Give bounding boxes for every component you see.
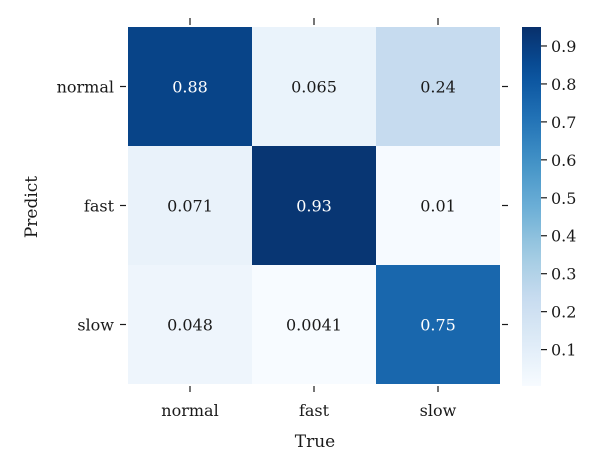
colorbar-tick-label: 0.8 <box>551 75 576 94</box>
cell-value-label: 0.065 <box>291 78 337 97</box>
heatmap-cell <box>252 265 376 384</box>
colorbar-tick-label: 0.7 <box>551 113 576 132</box>
heatmap-cell <box>376 27 500 146</box>
colorbar: 0.1 0.2 0.3 0.4 0.5 0.6 0.7 0.8 0.9 <box>522 27 576 386</box>
cell-value-label: 0.048 <box>167 316 213 335</box>
heatmap-cell <box>128 265 252 384</box>
cell-value-label: 0.88 <box>172 78 208 97</box>
colorbar-tick-label: 0.5 <box>551 189 576 208</box>
x-tick-label: slow <box>420 401 457 420</box>
cell-value-label: 0.75 <box>420 316 456 335</box>
colorbar-tick-label: 0.4 <box>551 227 576 246</box>
x-tick-label: normal <box>161 401 218 420</box>
colorbar-tick-label: 0.2 <box>551 303 576 322</box>
colorbar-gradient <box>522 27 541 386</box>
cell-value-label: 0.0041 <box>286 316 342 335</box>
heatmap-cell <box>252 146 376 265</box>
x-axis-title: True <box>295 432 335 452</box>
colorbar-tick-label: 0.1 <box>551 341 576 360</box>
heatmap-cell <box>376 265 500 384</box>
y-tick-label: normal <box>57 78 114 97</box>
heatmap-axes: normal fast slow normal fast slow <box>57 18 508 420</box>
heatmap-cell <box>252 27 376 146</box>
cell-value-label: 0.93 <box>296 197 332 216</box>
y-axis-title: Predict <box>22 176 42 238</box>
heatmap-cell <box>128 146 252 265</box>
heatmap-cell-labels: 0.88 0.065 0.24 0.071 0.93 0.01 0.048 0.0041 0.7… <box>167 78 456 335</box>
colorbar-tick-label: 0.3 <box>551 265 576 284</box>
heatmap-cell <box>128 27 252 146</box>
heatmap-cell <box>376 146 500 265</box>
y-tick-label: fast <box>84 197 115 216</box>
x-tick-label: fast <box>299 401 330 420</box>
colorbar-tick-label: 0.9 <box>551 37 576 56</box>
y-tick-label: slow <box>77 316 114 335</box>
cell-value-label: 0.01 <box>420 197 456 216</box>
colorbar-tick-label: 0.6 <box>551 151 576 170</box>
heatmap-cells <box>128 27 500 384</box>
cell-value-label: 0.071 <box>167 197 213 216</box>
cell-value-label: 0.24 <box>420 78 456 97</box>
